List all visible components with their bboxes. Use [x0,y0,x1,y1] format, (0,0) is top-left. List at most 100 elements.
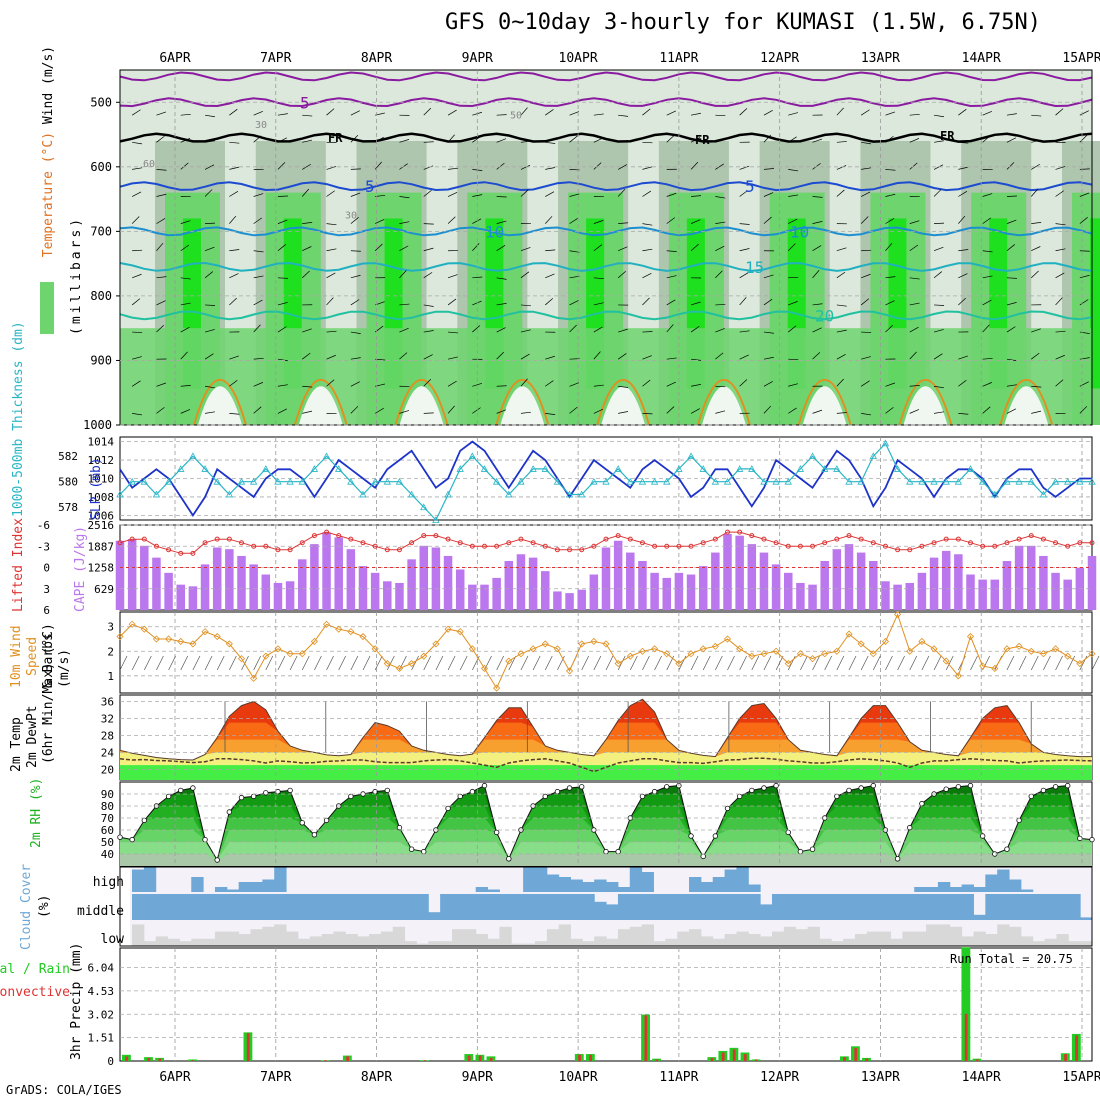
wind-barb [885,324,894,333]
lifted-index-point [1040,536,1046,542]
surface-wind-barb [763,655,772,671]
wind-speed-point [432,640,440,648]
cape-bar [565,593,574,610]
wind-barb [180,277,191,280]
lifted-index-point [725,529,730,535]
wind-speed-point [359,632,367,641]
cape-bar [808,584,817,610]
wind-barb [253,382,263,387]
wind-barb [666,406,675,414]
wind-barb [593,162,602,170]
precip-total-bar [961,947,971,1061]
lifted-index-point [579,547,585,553]
surface-wind-barb [192,655,201,671]
wind-speed-point [699,645,707,653]
rh-tick-label: 90 [101,788,114,801]
wind-barb [180,162,189,170]
wind-barb [690,112,701,116]
wind-speed-point [553,645,561,653]
cape-bar [212,547,222,610]
wind-speed-point [675,659,683,668]
rh-point [238,794,245,801]
lifted-index-point [469,543,475,549]
day-label-bottom: 15APR [1062,1070,1100,1085]
rh-point [1028,793,1034,800]
thickness-point [395,477,404,485]
day-label-top: 15APR [1062,51,1100,66]
cloud-cover-bar-middle [463,894,477,920]
wind-barb [958,273,968,279]
cloud-cover-bar-middle [700,894,714,920]
wind-barb [763,192,774,197]
lifted-index-point [749,533,755,539]
cloud-cover-bar-low [487,938,500,946]
wind-speed-point [383,659,391,668]
wind-barb [690,326,700,333]
wind-barb [885,300,895,306]
temperature-line [119,698,1092,761]
precip-convective-bar [843,1057,847,1061]
lifted-index-point [955,536,961,542]
lifted-index-point [882,543,888,549]
precip-convective-bar [346,1056,349,1061]
wind-barb [204,271,214,279]
wind-barb [399,245,409,252]
rh-point [554,788,561,795]
wind-barb [545,249,556,252]
wind-barb [1006,219,1017,224]
lifted-index-point [129,536,135,542]
wind-barb [1055,330,1066,333]
wind-barb [204,353,214,360]
wind-barb [958,215,966,224]
wind-barb [520,140,531,143]
wind-barb [691,358,702,361]
cloud-cover-bar-low [143,941,157,946]
wind-speed-point [845,630,853,638]
surface-wind-barb [508,655,517,671]
cape-bar [832,549,842,610]
thickness-point [480,465,489,472]
rh-point [724,805,731,812]
lifted-index-point [980,543,986,549]
cape-bar [954,554,963,610]
wind-barb [1031,270,1039,279]
surface-wind-barb [897,655,905,671]
ylabel-temp: Temperature (°C) [41,124,56,257]
cloud-cover-bar-high [724,869,737,892]
cloud-cover-bar-middle [902,894,915,920]
cloud-cover-bar-middle [973,914,986,920]
thickness-point [675,465,683,472]
wind-barb [1055,272,1065,279]
lifted-index-point [639,540,645,546]
temperature-tick-label: 36 [101,695,114,708]
precip-convective-bar [478,1055,482,1061]
pressure-tick-label: 900 [90,353,112,367]
cloud-cover-bar-low [380,931,394,946]
precip-convective-bar [743,1054,747,1061]
cape-bar [383,581,392,610]
cloud-cover-bar-high [546,874,560,892]
lifted-index-point [457,540,463,546]
precip-convective-bar [125,1056,129,1061]
cloud-cover-bar-middle [1068,894,1081,920]
wind-barb [933,411,944,414]
wind-barb [132,356,142,360]
wind-barb [205,222,216,224]
wind-barb [1031,139,1042,143]
wind-barb [569,324,577,333]
cape-bar [237,555,246,610]
wind-barb [812,409,823,414]
lifted-index-point [482,543,487,549]
wind-barb [715,385,726,388]
wind-barb [302,352,311,360]
thickness-point [723,477,732,485]
day-label-bottom: 10APR [559,1070,598,1085]
temperature-axis-label-2: (6hr Min/Max) (°C) [41,623,56,764]
wind-barb [690,243,699,251]
lifted-index-point [226,536,232,542]
cloud-cover-bar-low [677,931,690,946]
wind-barb [715,328,725,333]
wind-barb [1055,297,1063,306]
thickness-point [626,477,634,485]
